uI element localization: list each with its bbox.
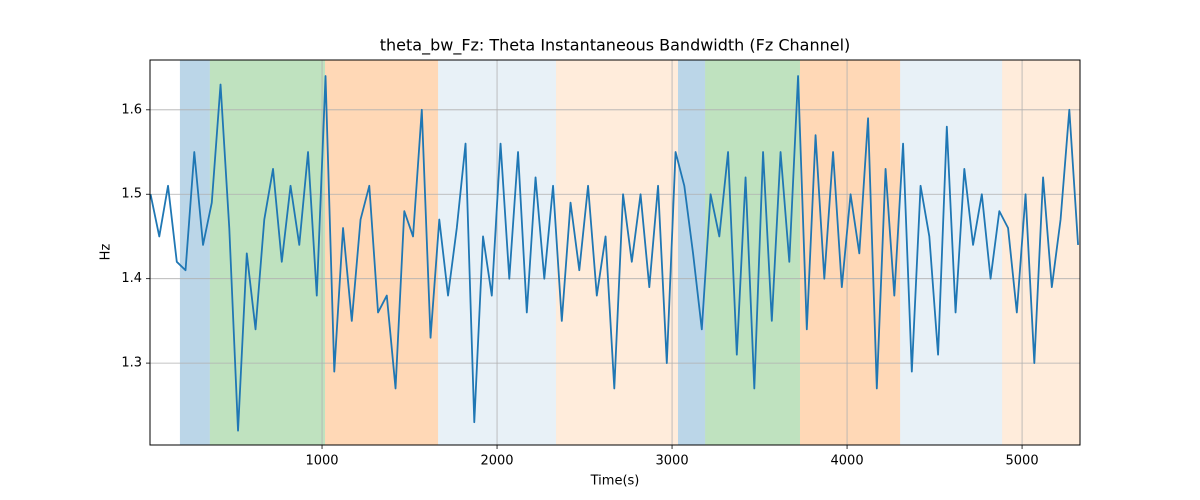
x-tick-label: 5000: [1006, 454, 1039, 469]
region-span: [678, 60, 706, 445]
x-tick-label: 1000: [305, 454, 338, 469]
y-tick-label: 1.4: [121, 271, 142, 286]
chart-title: theta_bw_Fz: Theta Instantaneous Bandwid…: [380, 36, 851, 56]
plot-frame: [149, 59, 1081, 446]
data-line: [149, 75, 1079, 432]
region-span: [209, 60, 326, 445]
region-span: [179, 60, 210, 445]
region-span: [556, 60, 679, 445]
x-tick-label: 2000: [480, 454, 513, 469]
y-tick-label: 1.3: [121, 356, 142, 371]
y-tick-label: 1.5: [121, 187, 142, 202]
x-tick-label: 4000: [831, 454, 864, 469]
region-span: [1002, 60, 1080, 445]
x-axis-label: Time(s): [590, 474, 640, 489]
x-tick-label: 3000: [656, 454, 689, 469]
region-span: [799, 60, 901, 445]
y-tick-label: 1.6: [121, 102, 142, 117]
region-span: [705, 60, 800, 445]
region-span: [900, 60, 1003, 445]
region-span: [325, 60, 439, 445]
y-axis-label: Hz: [99, 244, 114, 261]
